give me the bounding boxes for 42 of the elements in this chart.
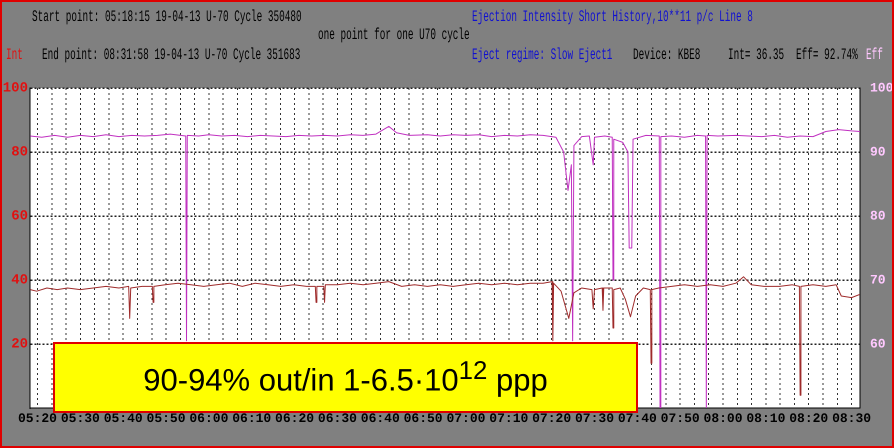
x-tick-label: 07:10 [489, 411, 529, 426]
x-tick-label: 07:20 [532, 411, 572, 426]
x-tick-label: 05:40 [104, 411, 143, 426]
y2-tick-label: 60 [870, 336, 886, 352]
x-tick-label: 07:40 [618, 411, 658, 426]
chart-title: Ejection Intensity Short History,10**11 p/c Line 8 [472, 8, 753, 26]
x-tick-label: 05:20 [18, 411, 58, 426]
note-box: 90-94% out/in 1-6.5·10$^{12}$ ppp [53, 342, 638, 413]
x-tick-label: 07:50 [660, 411, 700, 426]
y-tick-label: 80 [11, 144, 28, 161]
x-tick-label: 06:00 [189, 411, 229, 426]
x-tick-label: 06:20 [275, 411, 314, 426]
y-tick-label: 60 [11, 208, 28, 225]
x-tick-label: 07:30 [574, 411, 614, 426]
x-tick-label: 05:30 [60, 411, 100, 426]
y2-tick-label: 100 [870, 80, 894, 96]
text: Device: KBE8 [633, 46, 700, 64]
x-tick-label: 07:00 [446, 411, 486, 426]
text: Int= 36.35 [728, 46, 784, 64]
annotation: 90-94% out/in 1-6.5·10$^{12}$ ppp [143, 356, 548, 398]
text: Eff= 92.74% [796, 46, 858, 64]
x-tick-label: 08:00 [704, 411, 743, 426]
y-axis-title: Int [6, 46, 23, 64]
y2-axis-title: Eff [866, 46, 883, 64]
text: one point for one U70 cycle [318, 26, 470, 44]
y2-tick-label: 80 [870, 208, 886, 224]
x-tick-label: 08:30 [832, 411, 872, 426]
x-tick-label: 08:20 [789, 411, 828, 426]
x-tick-label: 06:50 [404, 411, 443, 426]
y2-tick-label: 70 [870, 272, 886, 288]
x-tick-label: 06:10 [232, 411, 272, 426]
text: Eject regime: Slow Eject1 [472, 46, 612, 64]
x-tick-label: 06:30 [318, 411, 358, 426]
x-tick-label: 08:10 [746, 411, 786, 426]
y-tick-label: 40 [11, 272, 28, 289]
x-tick-label: 06:40 [360, 411, 400, 426]
x-tick-label: 05:50 [146, 411, 186, 426]
y2-tick-label: 90 [870, 144, 886, 160]
text: End point: 08:31:58 19-04-13 U-70 Cycle 351683 [42, 46, 300, 64]
y-tick-label: 20 [11, 336, 28, 353]
y-tick-label: 100 [2, 80, 28, 97]
text: Start point: 05:18:15 19-04-13 U-70 Cycle 350480 [32, 8, 302, 26]
